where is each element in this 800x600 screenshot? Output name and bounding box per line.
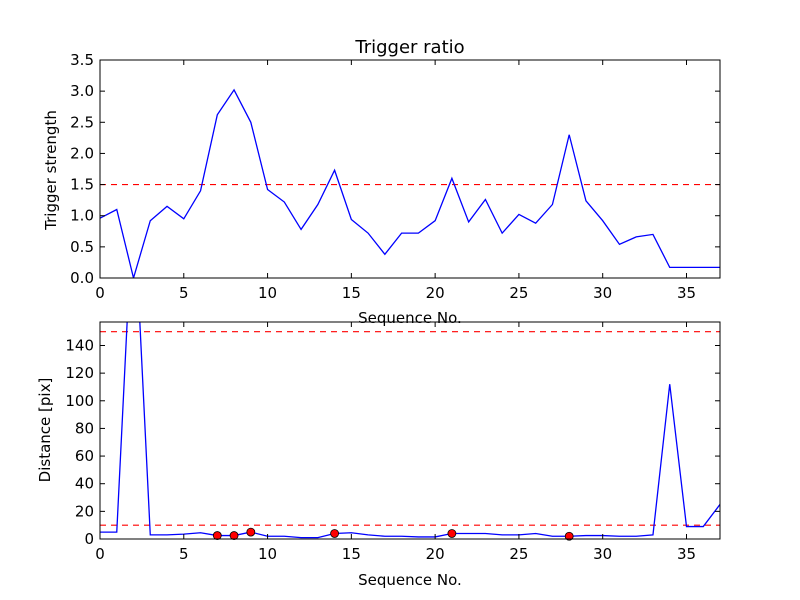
bottom-plot-area [100,322,720,539]
bottom-x-axis-label: Sequence No. [358,571,462,589]
top-chart: 0 5 10 15 20 25 30 35 0.0 0.5 1.0 1.5 2.0 2.5 3.0 3.5 [70,51,721,302]
bottom-x-tick-label-2: 10 [258,545,277,563]
bottom-marker-4 [447,529,457,538]
top-y-tick-label-0: 0.0 [70,269,94,287]
top-y-axis-label: Trigger strength [42,110,60,231]
bottom-x-tick-label-7: 35 [677,545,696,563]
bottom-x-tick-label-5: 25 [509,545,528,563]
top-y-tick-label-4: 2.0 [70,144,94,162]
top-x-tick-label-1: 5 [179,284,189,302]
bottom-y-tick-label-3: 60 [75,447,94,465]
bottom-y-tick-label-5: 100 [65,392,94,410]
top-y-tick-label-3: 1.5 [70,176,94,194]
top-frame [99,59,721,279]
bottom-marker-0 [212,531,222,540]
bottom-y-tick-label-7: 140 [65,336,94,354]
bottom-x-tick-label-6: 30 [593,545,612,563]
top-x-tick-label-2: 10 [258,284,277,302]
bottom-marker-5 [564,531,574,541]
bottom-y-tick-label-2: 40 [75,475,94,493]
bottom-x-tick-label-4: 20 [426,545,445,563]
top-series-line-0 [100,88,720,278]
bottom-y-tick-label-1: 20 [75,502,94,520]
top-chart-title: Trigger ratio [354,37,464,58]
bottom-series-line-0 [100,322,720,539]
top-x-tick-label-3: 15 [342,284,361,302]
bottom-marker-2 [246,527,256,537]
bottom-y-tick-label-6: 120 [65,364,94,382]
bottom-marker-3 [330,529,339,538]
top-y-tick-label-1: 0.5 [70,238,94,256]
top-y-tick-label-7: 3.5 [70,51,94,69]
top-y-tick-label-6: 3.0 [70,82,94,100]
top-x-tick-label-7: 35 [677,284,696,302]
top-plot-area [100,88,720,278]
bottom-x-tick-label-3: 15 [342,545,361,563]
top-y-tick-label-2: 1.0 [70,207,94,225]
top-y-tick-label-5: 2.5 [70,113,94,131]
bottom-x-tick-label-1: 5 [179,545,189,563]
bottom-marker-1 [229,531,239,540]
bottom-y-tick-label-0: 0 [84,530,94,548]
bottom-y-tick-label-4: 80 [75,419,94,437]
bottom-frame [99,321,721,540]
bottom-x-tick-label-0: 0 [95,545,105,563]
top-x-tick-label-6: 30 [593,284,612,302]
bottom-y-axis-label: Distance [pix] [36,378,54,483]
top-x-tick-label-0: 0 [95,284,105,302]
top-x-tick-label-5: 25 [509,284,528,302]
top-x-tick-label-4: 20 [426,284,445,302]
top-x-axis-label: Sequence No. [358,309,462,327]
bottom-chart: 0 5 10 15 20 25 30 35 0 20 40 60 80 100 120 140 [65,321,721,563]
